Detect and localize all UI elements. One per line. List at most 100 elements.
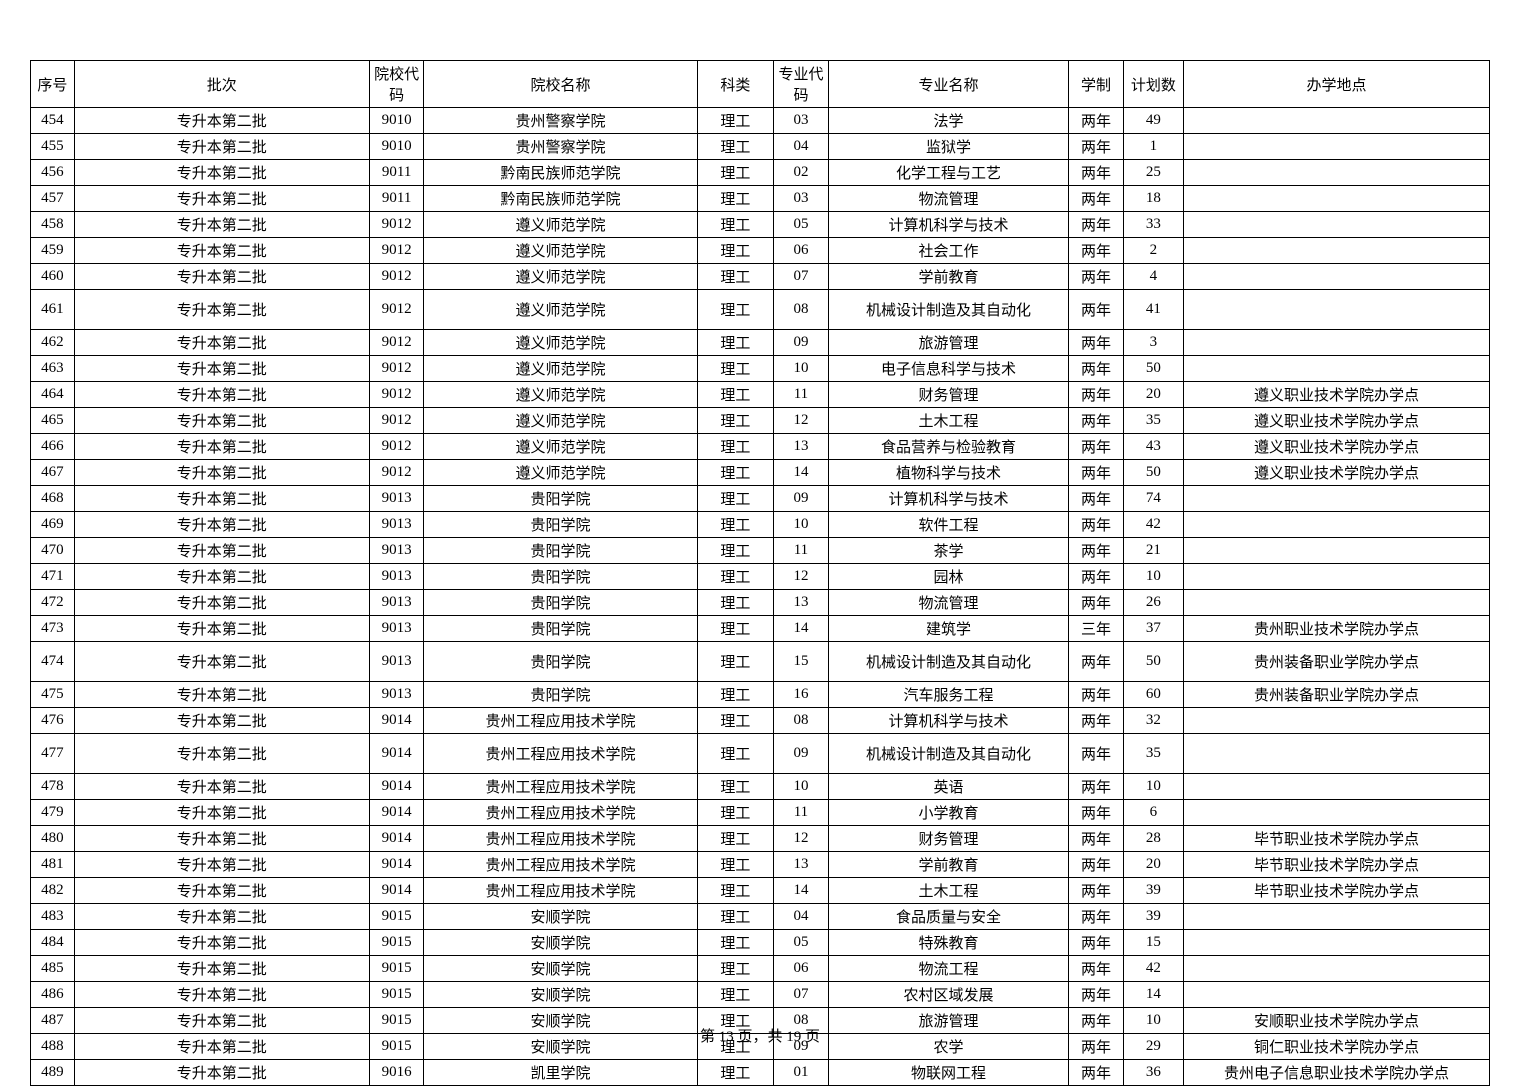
cell-school_name: 遵义师范学院	[424, 238, 697, 264]
cell-major_code: 08	[774, 290, 829, 330]
table-row: 465专升本第二批9012遵义师范学院理工12土木工程两年35遵义职业技术学院办…	[31, 408, 1490, 434]
cell-duration: 两年	[1069, 486, 1124, 512]
cell-school_name: 贵州工程应用技术学院	[424, 878, 697, 904]
cell-batch: 专升本第二批	[74, 512, 369, 538]
cell-major_name: 计算机科学与技术	[828, 708, 1068, 734]
cell-plan: 15	[1123, 930, 1183, 956]
table-row: 489专升本第二批9016凯里学院理工01物联网工程两年36贵州电子信息职业技术…	[31, 1060, 1490, 1086]
cell-major_name: 茶学	[828, 538, 1068, 564]
cell-major_name: 汽车服务工程	[828, 682, 1068, 708]
cell-duration: 两年	[1069, 800, 1124, 826]
cell-batch: 专升本第二批	[74, 382, 369, 408]
cell-subject: 理工	[697, 290, 774, 330]
cell-major_code: 12	[774, 408, 829, 434]
table-row: 459专升本第二批9012遵义师范学院理工06社会工作两年2	[31, 238, 1490, 264]
cell-plan: 50	[1123, 356, 1183, 382]
cell-location: 贵州电子信息职业技术学院办学点	[1183, 1060, 1489, 1086]
cell-plan: 2	[1123, 238, 1183, 264]
cell-major_name: 特殊教育	[828, 930, 1068, 956]
table-row: 458专升本第二批9012遵义师范学院理工05计算机科学与技术两年33	[31, 212, 1490, 238]
cell-major_code: 16	[774, 682, 829, 708]
cell-major_code: 09	[774, 486, 829, 512]
cell-plan: 10	[1123, 774, 1183, 800]
cell-school_name: 遵义师范学院	[424, 382, 697, 408]
cell-seq: 482	[31, 878, 75, 904]
cell-batch: 专升本第二批	[74, 774, 369, 800]
cell-duration: 两年	[1069, 330, 1124, 356]
cell-major_code: 05	[774, 212, 829, 238]
cell-major_code: 05	[774, 930, 829, 956]
cell-duration: 两年	[1069, 186, 1124, 212]
cell-school_code: 9014	[369, 826, 424, 852]
cell-major_code: 13	[774, 434, 829, 460]
cell-batch: 专升本第二批	[74, 708, 369, 734]
cell-major_name: 软件工程	[828, 512, 1068, 538]
cell-school_code: 9014	[369, 774, 424, 800]
table-row: 460专升本第二批9012遵义师范学院理工07学前教育两年4	[31, 264, 1490, 290]
cell-location	[1183, 160, 1489, 186]
cell-major_code: 11	[774, 800, 829, 826]
cell-major_name: 英语	[828, 774, 1068, 800]
cell-major_name: 园林	[828, 564, 1068, 590]
cell-batch: 专升本第二批	[74, 238, 369, 264]
cell-batch: 专升本第二批	[74, 590, 369, 616]
cell-school_code: 9013	[369, 682, 424, 708]
cell-plan: 33	[1123, 212, 1183, 238]
cell-batch: 专升本第二批	[74, 982, 369, 1008]
cell-duration: 两年	[1069, 682, 1124, 708]
cell-location	[1183, 982, 1489, 1008]
cell-seq: 478	[31, 774, 75, 800]
table-row: 483专升本第二批9015安顺学院理工04食品质量与安全两年39	[31, 904, 1490, 930]
cell-school_name: 贵州工程应用技术学院	[424, 708, 697, 734]
cell-major_code: 08	[774, 708, 829, 734]
cell-seq: 458	[31, 212, 75, 238]
cell-major_code: 09	[774, 330, 829, 356]
cell-plan: 6	[1123, 800, 1183, 826]
cell-batch: 专升本第二批	[74, 682, 369, 708]
cell-seq: 473	[31, 616, 75, 642]
cell-subject: 理工	[697, 160, 774, 186]
table-row: 486专升本第二批9015安顺学院理工07农村区域发展两年14	[31, 982, 1490, 1008]
cell-school_name: 贵阳学院	[424, 564, 697, 590]
cell-duration: 两年	[1069, 642, 1124, 682]
cell-subject: 理工	[697, 878, 774, 904]
table-row: 473专升本第二批9013贵阳学院理工14建筑学三年37贵州职业技术学院办学点	[31, 616, 1490, 642]
cell-location	[1183, 186, 1489, 212]
cell-plan: 32	[1123, 708, 1183, 734]
header-location: 办学地点	[1183, 61, 1489, 108]
cell-duration: 两年	[1069, 774, 1124, 800]
cell-plan: 26	[1123, 590, 1183, 616]
header-plan: 计划数	[1123, 61, 1183, 108]
cell-subject: 理工	[697, 590, 774, 616]
cell-seq: 486	[31, 982, 75, 1008]
cell-school_name: 安顺学院	[424, 982, 697, 1008]
cell-location	[1183, 930, 1489, 956]
cell-batch: 专升本第二批	[74, 930, 369, 956]
cell-location: 贵州装备职业学院办学点	[1183, 642, 1489, 682]
cell-major_name: 学前教育	[828, 852, 1068, 878]
cell-seq: 476	[31, 708, 75, 734]
header-major-name: 专业名称	[828, 61, 1068, 108]
cell-school_code: 9012	[369, 434, 424, 460]
cell-school_name: 贵州工程应用技术学院	[424, 734, 697, 774]
cell-subject: 理工	[697, 108, 774, 134]
cell-subject: 理工	[697, 616, 774, 642]
cell-major_code: 13	[774, 852, 829, 878]
cell-school_code: 9012	[369, 290, 424, 330]
cell-batch: 专升本第二批	[74, 108, 369, 134]
cell-batch: 专升本第二批	[74, 800, 369, 826]
cell-seq: 463	[31, 356, 75, 382]
cell-subject: 理工	[697, 212, 774, 238]
cell-location	[1183, 538, 1489, 564]
cell-subject: 理工	[697, 774, 774, 800]
cell-plan: 21	[1123, 538, 1183, 564]
cell-duration: 三年	[1069, 616, 1124, 642]
cell-location: 贵州职业技术学院办学点	[1183, 616, 1489, 642]
cell-subject: 理工	[697, 734, 774, 774]
cell-duration: 两年	[1069, 564, 1124, 590]
cell-major_name: 食品营养与检验教育	[828, 434, 1068, 460]
cell-school_name: 贵州工程应用技术学院	[424, 800, 697, 826]
cell-duration: 两年	[1069, 134, 1124, 160]
cell-batch: 专升本第二批	[74, 904, 369, 930]
cell-school_name: 遵义师范学院	[424, 212, 697, 238]
